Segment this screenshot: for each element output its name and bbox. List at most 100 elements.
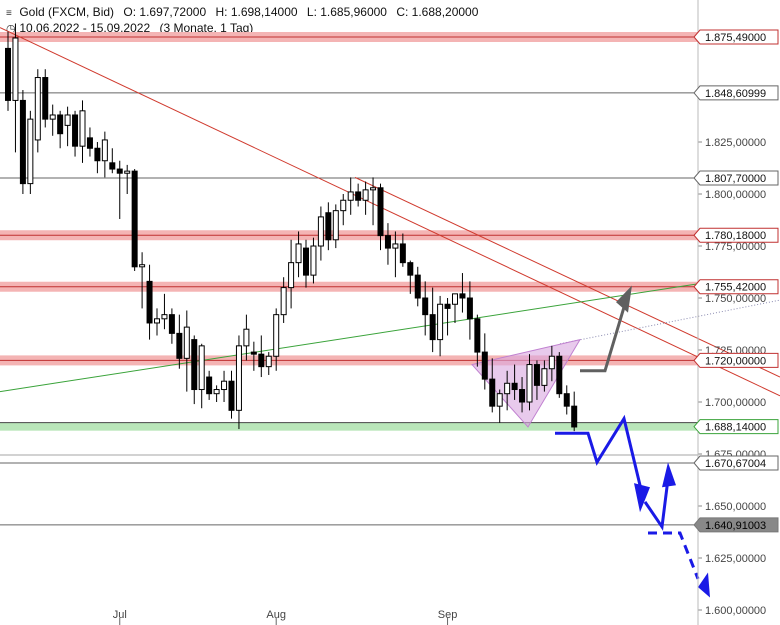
candle-body [422,297,429,316]
forecast-path [643,478,670,531]
candle-body [444,303,451,309]
candle-body [325,212,332,241]
level-label-box [693,352,779,368]
chart-header-ohlc: ≡ Gold (FXCM, Bid) O: 1.697,72000 H: 1.6… [6,5,478,19]
level-label-box [693,517,779,533]
forecast-arrow-head [698,572,710,598]
candle-body [265,355,272,368]
instrument-name: Gold (FXCM, Bid) [19,5,115,19]
close-label: C: [396,5,409,19]
level-label-text: 1.780,18000 [705,230,766,242]
level-label-box [693,227,779,243]
forecast-arrow-head [662,462,676,488]
trend-line-green [0,282,701,393]
candle-body [139,264,146,268]
level-label-text: 1.670,67004 [705,458,766,470]
forecast-arrow-head [634,483,650,513]
candle-body [206,376,213,395]
candle-body [407,262,414,276]
triangle-pattern [471,338,582,428]
candles [5,23,578,432]
candle-body [243,328,250,347]
candle-body [414,274,421,299]
candle-body [258,353,265,368]
level-label: 1.780,18000 [693,227,779,243]
candle-body [496,393,503,407]
candle-body [541,368,548,386]
period-text: (3 Monate, 1 Tag) [159,21,254,35]
trend-line-red [0,27,780,397]
low-value: 1.685,96000 [320,5,387,19]
candle-body [5,47,11,101]
candle-body [489,378,496,407]
candle-body [64,114,71,126]
candle-body [362,189,369,201]
candle-body [168,314,175,334]
candle-body [27,118,34,185]
open-value: 1.697,72000 [139,5,207,19]
forecast-drawings [555,414,710,598]
trend-drawings [0,27,780,428]
x-tick-label: Jul [113,609,127,621]
candle-body [146,280,153,324]
candle-body [310,245,317,276]
level-label-box [693,279,779,295]
x-tick-label: Sep [438,609,458,621]
candle-body [399,243,406,264]
candle-body [94,147,101,162]
level-bands [0,32,698,526]
time-axis: Jul Aug Sep [113,609,458,625]
y-tick-label: 1.775,00000 [705,241,766,253]
candle-body [548,355,555,370]
level-label: 1.848,60999 [693,85,779,101]
level-label-text: 1.640,91003 [705,520,766,532]
bar-chart-icon: ≡ [6,8,12,19]
level-label-text: 1.688,14000 [705,422,766,434]
candle-body [563,393,570,407]
candle-body [235,345,242,411]
y-tick-label: 1.800,00000 [705,189,766,201]
level-label-text: 1.755,42000 [705,282,766,294]
y-tick-label: 1.700,00000 [705,397,766,409]
candle-body [332,210,339,241]
candle-body [250,351,257,355]
candle-body [34,77,41,141]
high-label: H: [215,5,228,19]
chart-header-range: ◷ 10.06.2022 - 15.09.2022 (3 Monate, 1 T… [6,21,253,35]
level-label: 1.670,67004 [693,455,779,471]
candle-body [370,187,377,191]
level-label-text: 1.848,60999 [705,88,766,100]
level-label: 1.640,91003 [693,517,779,533]
x-tick-label: Aug [266,609,286,621]
candle-body [384,235,391,249]
level-label: 1.807,70000 [693,170,779,186]
gray-arrow-head [616,285,632,313]
candle-body [57,114,64,135]
candle-body [392,243,399,249]
candle-body [116,168,123,174]
level-label-text: 1.807,70000 [705,173,766,185]
candle-body [72,114,79,147]
candle-body [526,364,533,403]
trend-line-dotted [559,299,780,345]
candle-body [317,216,324,247]
low-label: L: [306,5,317,19]
candle-body [295,243,302,264]
candle-body [481,351,488,380]
candle-body [504,382,511,395]
candle-body [101,139,108,162]
y-tick-label: 1.625,00000 [705,553,766,565]
candle-body [183,326,190,359]
level-label-box [693,419,779,435]
level-label-text: 1.875,49000 [705,32,766,44]
candle-body [79,110,86,147]
candle-body [12,37,19,101]
candle-body [228,380,235,411]
candle-body [273,314,280,357]
candle-body [176,332,183,359]
candle-body [221,380,228,391]
candle-body [303,247,309,276]
level-label-box [693,29,779,45]
level-label-box [693,170,779,186]
